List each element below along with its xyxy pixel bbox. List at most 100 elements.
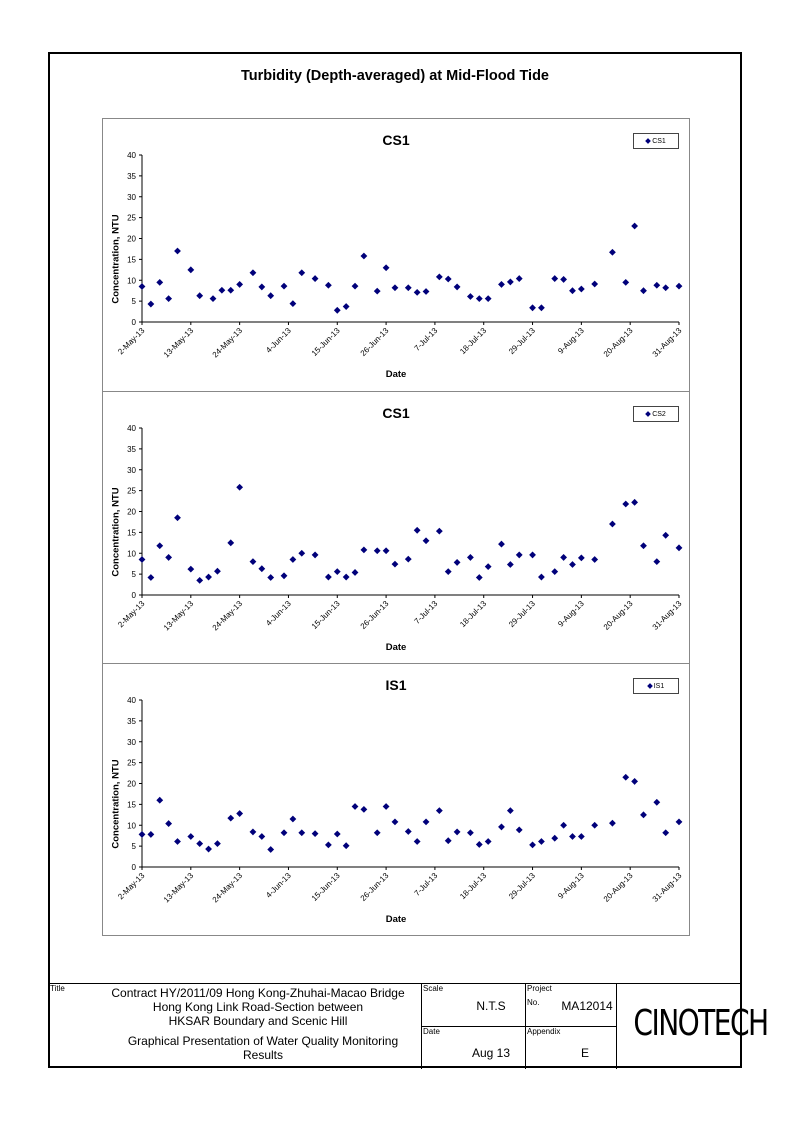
chart-2-legend: CS2 bbox=[633, 406, 679, 422]
project-label: Project bbox=[527, 984, 552, 993]
y-tick-label: 10 bbox=[127, 276, 136, 285]
x-tick-label: 20-Aug-13 bbox=[602, 871, 635, 904]
data-point bbox=[196, 576, 204, 584]
data-point bbox=[453, 828, 461, 836]
x-tick-label: 24-May-13 bbox=[211, 599, 245, 633]
y-tick-label: 20 bbox=[127, 508, 136, 517]
data-point bbox=[569, 561, 576, 568]
data-point bbox=[404, 284, 412, 292]
x-tick-label: 29-Jul-13 bbox=[507, 871, 537, 901]
y-tick-label: 35 bbox=[127, 172, 136, 181]
y-tick-label: 30 bbox=[127, 193, 136, 202]
legend-diamond-icon bbox=[646, 683, 653, 689]
data-point bbox=[653, 558, 661, 565]
data-point bbox=[351, 803, 359, 810]
data-point bbox=[227, 814, 235, 822]
data-point bbox=[391, 284, 399, 292]
data-point bbox=[351, 569, 359, 576]
appendix-label: Appendix bbox=[527, 1027, 561, 1036]
data-point bbox=[156, 796, 164, 804]
chart-1-svg: 0 5 10 15 20 25 30 35 40 2-May-13 13-May-13 24-May-… bbox=[116, 151, 684, 360]
data-point bbox=[444, 568, 452, 576]
data-point bbox=[258, 833, 266, 840]
x-tick-label: 18-Jul-13 bbox=[458, 326, 488, 356]
data-point bbox=[333, 830, 341, 838]
y-tick-label: 25 bbox=[127, 759, 136, 768]
data-point bbox=[453, 559, 461, 566]
data-point bbox=[298, 269, 306, 277]
data-point bbox=[205, 845, 212, 853]
chart-2-svg: 0 5 10 15 20 25 30 35 40 2-May-13 13-May-13 24-May-… bbox=[116, 424, 684, 633]
appendix-cell: Appendix E bbox=[525, 1026, 616, 1069]
chart-3-title: IS1 bbox=[385, 677, 407, 693]
data-point bbox=[138, 283, 146, 290]
chart-1-y-axis-title: Concentration, NTU bbox=[110, 214, 122, 304]
data-point bbox=[280, 572, 288, 580]
data-point bbox=[591, 556, 599, 563]
data-point bbox=[484, 295, 492, 303]
title-line-1: Contract HY/2011/09 Hong Kong-Zhuhai-Mac… bbox=[111, 986, 405, 1000]
data-point bbox=[289, 300, 297, 308]
subtitle-line-1: Graphical Presentation of Water Quality … bbox=[127, 1034, 399, 1048]
data-point bbox=[236, 281, 244, 288]
data-point bbox=[324, 573, 332, 581]
x-tick-label: 13-May-13 bbox=[162, 326, 196, 360]
x-tick-label: 26-Jun-13 bbox=[359, 871, 391, 903]
data-point bbox=[289, 815, 297, 823]
data-point bbox=[444, 837, 452, 845]
data-point bbox=[506, 807, 514, 815]
y-tick-label: 5 bbox=[132, 842, 137, 851]
data-point bbox=[280, 829, 288, 837]
data-point bbox=[267, 846, 275, 853]
data-point bbox=[506, 561, 514, 568]
y-tick-label: 5 bbox=[132, 570, 137, 579]
data-point bbox=[515, 826, 523, 834]
y-tick-label: 25 bbox=[127, 214, 136, 223]
data-point bbox=[258, 565, 266, 573]
x-tick-label: 4-Jun-13 bbox=[264, 599, 293, 628]
data-point bbox=[196, 840, 204, 848]
data-point bbox=[404, 555, 412, 563]
data-point bbox=[453, 283, 461, 291]
data-point bbox=[435, 527, 443, 535]
title-label: Title bbox=[50, 984, 65, 993]
data-point bbox=[560, 276, 568, 283]
date-label: Date bbox=[423, 1027, 440, 1036]
data-point bbox=[484, 838, 492, 845]
date-value: Aug 13 bbox=[471, 1046, 511, 1060]
data-point bbox=[165, 295, 173, 303]
x-tick-label: 29-Jul-13 bbox=[507, 599, 537, 629]
data-point bbox=[373, 547, 381, 555]
date-cell: Date Aug 13 bbox=[421, 1026, 525, 1069]
y-tick-label: 35 bbox=[127, 717, 136, 726]
data-point bbox=[174, 838, 181, 845]
data-point bbox=[422, 537, 430, 545]
data-point bbox=[360, 805, 368, 813]
data-point bbox=[422, 288, 430, 295]
x-tick-label: 18-Jul-13 bbox=[458, 599, 488, 629]
y-tick-label: 15 bbox=[127, 800, 136, 809]
y-tick-label: 10 bbox=[127, 821, 136, 830]
data-point bbox=[138, 831, 146, 838]
data-point bbox=[529, 841, 536, 849]
data-point bbox=[640, 542, 647, 550]
x-tick-label: 26-Jun-13 bbox=[359, 326, 391, 358]
data-point bbox=[422, 818, 430, 826]
data-point bbox=[475, 295, 483, 303]
y-tick-label: 25 bbox=[127, 487, 136, 496]
data-point bbox=[360, 546, 368, 554]
data-point bbox=[475, 841, 483, 848]
data-point bbox=[333, 568, 341, 576]
data-point bbox=[311, 830, 319, 837]
data-point bbox=[498, 540, 505, 548]
data-point bbox=[609, 248, 616, 256]
data-point bbox=[435, 273, 443, 281]
data-point bbox=[267, 292, 275, 300]
x-tick-label: 20-Aug-13 bbox=[602, 599, 635, 632]
x-tick-label: 9-Aug-13 bbox=[556, 326, 586, 356]
data-point bbox=[675, 544, 683, 552]
data-point bbox=[236, 810, 244, 817]
data-point bbox=[342, 842, 350, 850]
data-point bbox=[662, 284, 670, 292]
subtitle-line-2: Results bbox=[242, 1048, 283, 1062]
